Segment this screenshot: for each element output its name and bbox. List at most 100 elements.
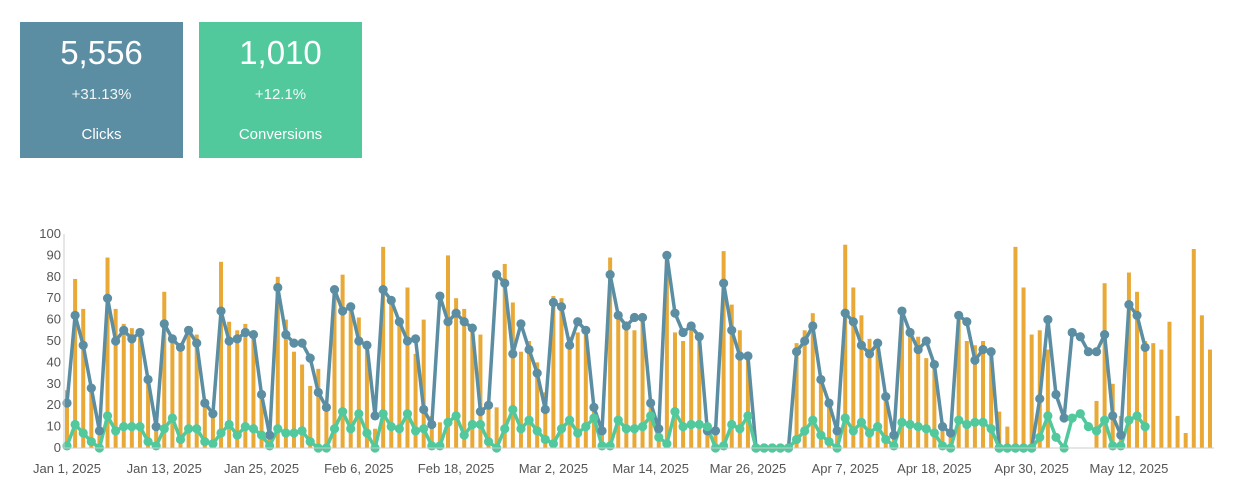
clicks-point	[281, 329, 291, 340]
x-tick-label: Apr 30, 2025	[994, 461, 1068, 476]
bar	[1143, 341, 1148, 448]
conversions-point	[937, 441, 948, 451]
conversions-point	[662, 439, 672, 449]
bar	[567, 336, 572, 448]
bar	[470, 330, 475, 448]
conversions-point	[873, 422, 883, 432]
clicks-point	[710, 426, 721, 436]
bar	[340, 274, 345, 448]
conversions-point	[637, 422, 648, 432]
clicks-point	[856, 340, 867, 350]
conversions-point	[265, 441, 275, 451]
conversions-point	[1100, 415, 1110, 425]
conversions-point	[597, 441, 607, 451]
bar	[721, 251, 726, 448]
bar	[1183, 433, 1188, 448]
conversions-point	[719, 441, 729, 451]
clicks-point	[970, 355, 980, 365]
clicks-point	[516, 319, 526, 329]
clicks-point	[824, 398, 834, 408]
conversions-point	[840, 413, 850, 423]
clicks-point	[897, 306, 907, 316]
conversions-point	[986, 424, 996, 434]
conversions-point	[808, 415, 818, 425]
conversions-point	[889, 441, 899, 451]
conversions-point	[564, 415, 575, 425]
clicks-point	[613, 310, 623, 320]
clicks-point	[962, 317, 972, 327]
clicks-point	[151, 422, 161, 432]
conversions-point	[605, 441, 615, 451]
bar	[664, 259, 669, 448]
conversions-point	[435, 441, 445, 451]
conversions-point	[508, 404, 518, 415]
bar	[154, 424, 159, 448]
bar	[186, 326, 191, 448]
bar	[300, 364, 305, 448]
conversions-point	[143, 436, 153, 447]
conversions-point	[978, 417, 988, 427]
conversions-point	[386, 422, 396, 432]
bar	[713, 426, 718, 448]
conversions-point	[1043, 411, 1053, 421]
clicks-value: 5,556	[60, 34, 143, 71]
bar	[146, 379, 151, 448]
bar	[883, 394, 888, 448]
bar	[681, 341, 686, 448]
conversions-point	[475, 419, 486, 430]
bar	[243, 323, 248, 448]
conversions-point	[621, 424, 631, 434]
conversions-point	[1108, 441, 1118, 451]
conversions-point	[516, 424, 526, 434]
bar	[802, 330, 807, 448]
bar	[486, 409, 491, 448]
bar	[518, 351, 523, 448]
clicks-point	[816, 374, 826, 385]
clicks-point	[62, 398, 72, 408]
clicks-point	[848, 317, 858, 327]
clicks-point	[1043, 315, 1053, 325]
bar	[413, 353, 418, 448]
bar	[1191, 248, 1196, 448]
bar	[364, 345, 369, 448]
bar	[162, 291, 167, 448]
conversions-point	[573, 428, 583, 438]
clicks-point	[889, 430, 899, 440]
clicks-point	[1067, 327, 1077, 338]
bar	[843, 244, 848, 448]
bar	[332, 287, 337, 448]
conversions-point	[548, 439, 558, 449]
bar	[389, 302, 394, 448]
bar	[737, 330, 742, 448]
bar	[972, 345, 977, 448]
conversions-point	[654, 432, 664, 442]
bar	[405, 287, 410, 448]
conversions-kpi-card: 1,010 +12.1% Conversions	[199, 22, 362, 158]
y-tick-label: 50	[47, 333, 61, 348]
conversions-point	[743, 411, 753, 421]
clicks-point	[945, 428, 956, 438]
clicks-point	[338, 306, 348, 316]
clicks-point	[443, 317, 453, 327]
bar	[810, 313, 815, 448]
conversions-point	[281, 428, 291, 438]
conversions-point	[881, 434, 891, 445]
conversions-point	[175, 434, 186, 445]
bar	[429, 415, 434, 448]
bar	[527, 341, 532, 448]
bar	[916, 336, 921, 448]
conversions-point	[856, 417, 867, 427]
clicks-point	[192, 338, 202, 348]
conversions-point	[1075, 409, 1085, 419]
clicks-point	[735, 351, 745, 361]
bar	[875, 343, 880, 448]
bar	[867, 338, 872, 448]
bar	[899, 308, 904, 448]
clicks-point	[167, 334, 177, 344]
clicks-point	[175, 342, 186, 353]
clicks-point	[840, 308, 850, 318]
bar	[210, 413, 215, 448]
bar	[283, 319, 288, 448]
bar	[348, 311, 353, 448]
